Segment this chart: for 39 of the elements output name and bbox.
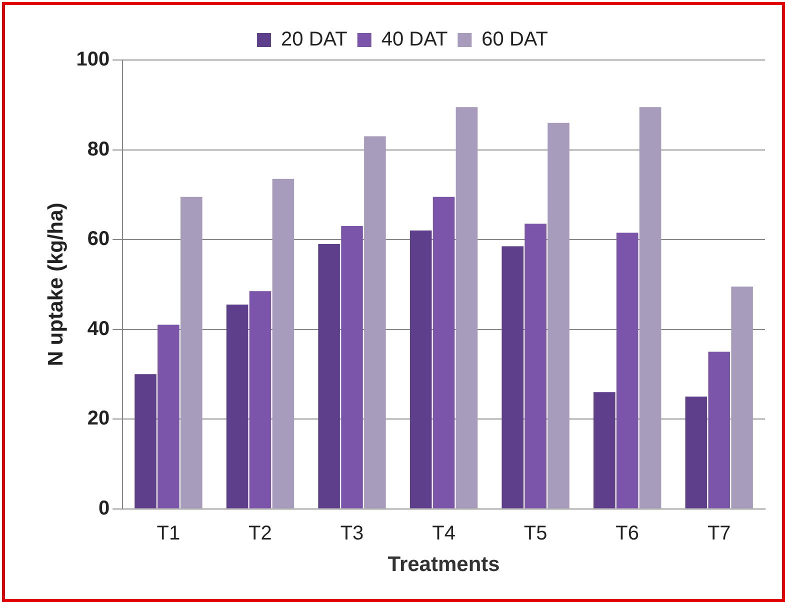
y-tick-label: 60 [87,228,110,250]
legend-label: 20 DAT [281,28,348,51]
bar [134,374,156,508]
bar [432,196,455,508]
y-tick-label: 20 [87,408,110,430]
bar [639,107,662,508]
bar [616,232,638,508]
bar [158,324,180,508]
bar [548,122,570,508]
y-tick-label: 100 [76,48,110,71]
bar [593,392,616,508]
bar [180,196,202,508]
bar [410,230,432,508]
bar [456,107,478,508]
bar [226,304,248,508]
bar [731,286,753,508]
y-tick-label: 0 [98,497,110,520]
y-tick-label: 80 [87,138,110,160]
x-tick-label: T2 [248,522,272,544]
bar [364,136,386,508]
bar [502,246,524,508]
x-tick-label: T5 [524,522,548,544]
legend-label: 40 DAT [381,28,448,51]
bar [524,224,546,508]
bar [685,396,708,508]
bar [341,226,363,508]
bar [318,244,340,508]
x-axis-title: Treatments [388,553,500,576]
bar [272,178,294,508]
x-tick-label: T6 [616,522,640,544]
y-axis-title: N uptake (kg/ha) [44,202,68,366]
legend-label: 60 DAT [482,28,548,51]
x-tick-label: T4 [432,522,456,544]
bar [249,291,272,508]
y-tick-label: 40 [87,318,110,340]
bar [708,352,730,508]
x-tick-label: T7 [707,522,731,544]
x-tick-label: T1 [156,522,180,544]
x-tick-label: T3 [340,522,364,544]
